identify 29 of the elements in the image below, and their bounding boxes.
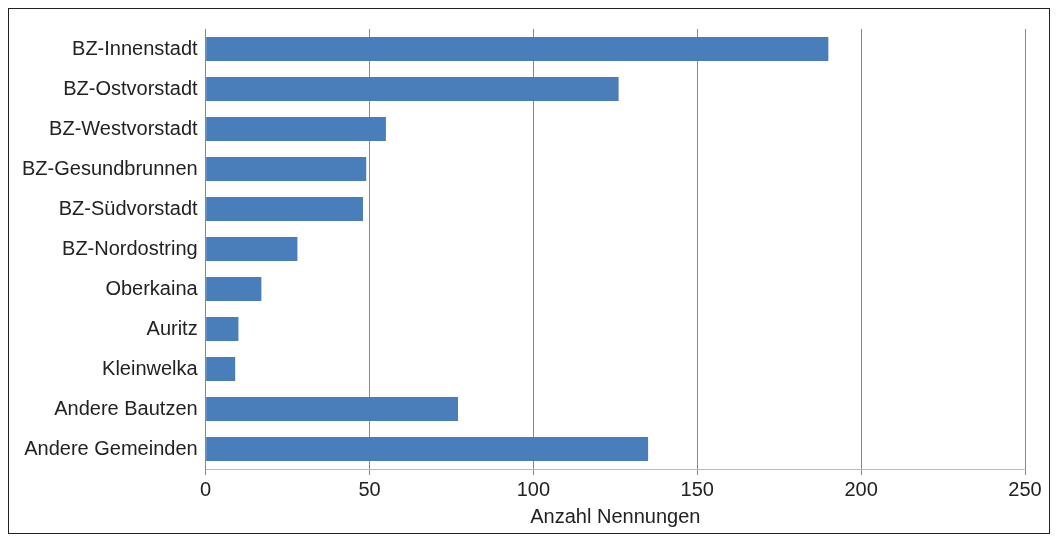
bar bbox=[206, 37, 829, 61]
bar bbox=[206, 317, 239, 341]
y-tick-label: BZ-Gesundbrunnen bbox=[21, 156, 198, 179]
y-tick-label: Andere Bautzen bbox=[54, 396, 198, 419]
bar bbox=[206, 117, 386, 141]
bar bbox=[206, 397, 459, 421]
x-axis-title: Anzahl Nennungen bbox=[530, 504, 701, 527]
bar bbox=[206, 357, 236, 381]
bar bbox=[206, 437, 649, 461]
x-tick-label: 100 bbox=[516, 477, 551, 500]
x-tick-label: 50 bbox=[358, 477, 381, 500]
y-tick-label: BZ-Innenstadt bbox=[72, 36, 199, 59]
bar bbox=[206, 77, 619, 101]
bar bbox=[206, 277, 262, 301]
y-tick-label: Auritz bbox=[146, 316, 198, 339]
y-tick-label: BZ-Westvorstadt bbox=[49, 116, 199, 139]
y-tick-label: BZ-Ostvorstadt bbox=[63, 76, 199, 99]
y-tick-label: Oberkaina bbox=[105, 276, 199, 299]
x-tick-label: 250 bbox=[1008, 477, 1042, 500]
x-tick-label: 150 bbox=[680, 477, 714, 500]
y-tick-label: BZ-Nordostring bbox=[62, 236, 198, 259]
bar bbox=[206, 197, 363, 221]
x-tick-label: 200 bbox=[844, 477, 878, 500]
y-tick-label: BZ-Südvorstadt bbox=[58, 196, 199, 219]
bar bbox=[206, 237, 298, 261]
y-tick-label: Andere Gemeinden bbox=[24, 436, 198, 459]
bar bbox=[206, 157, 367, 181]
y-tick-label: Kleinwelka bbox=[102, 356, 199, 379]
x-tick-label: 0 bbox=[200, 477, 212, 500]
